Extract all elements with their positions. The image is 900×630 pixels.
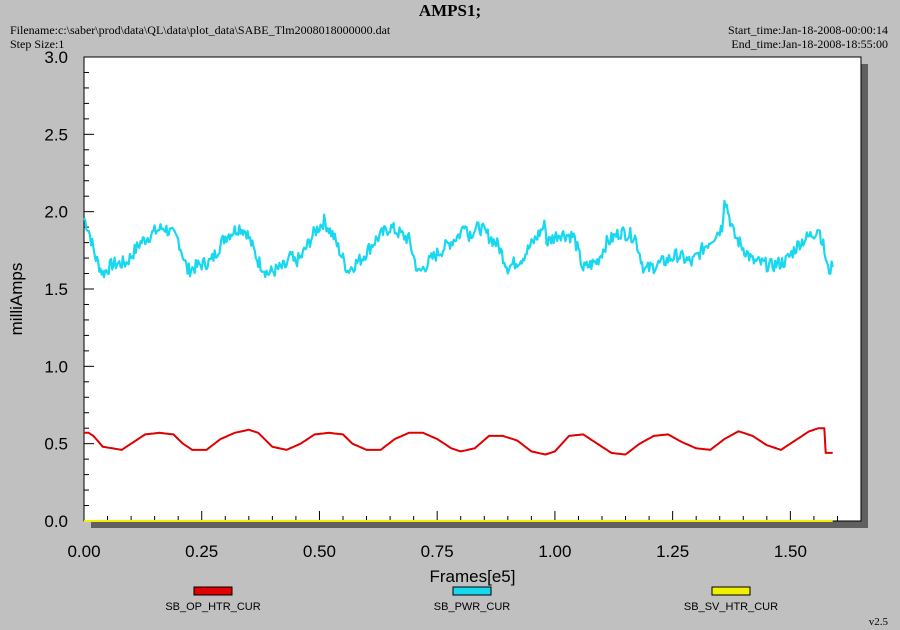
end-time-label: End_time:Jan-18-2008-18:55:00 xyxy=(731,37,888,51)
x-tick-label: 0.00 xyxy=(67,542,100,561)
legend-label: SB_SV_HTR_CUR xyxy=(684,601,778,613)
tick-labels: 0.0 0.5 1.0 1.5 2.0 2.5 3.0 0.00 0.25 0.50 0.75 1.0… xyxy=(44,48,807,561)
series-line-sb-pwr-cur xyxy=(83,199,834,279)
version-label: v2.5 xyxy=(868,616,888,628)
legend: SB_OP_HTR_CUR SB_PWR_CUR SB_SV_HTR_CUR xyxy=(165,586,778,613)
x-tick-label: 1.25 xyxy=(656,542,689,561)
legend-swatch xyxy=(452,586,492,596)
start-time-label: Start_time:Jan-18-2008-00:00:14 xyxy=(728,23,888,37)
series-line-sb-op-htr-cur xyxy=(84,427,833,456)
legend-label: SB_OP_HTR_CUR xyxy=(165,601,260,613)
x-tick-label: 0.25 xyxy=(185,542,218,561)
y-tick-label: 1.5 xyxy=(44,280,68,299)
x-axis-label: Frames[e5] xyxy=(430,567,516,586)
x-tick-label: 0.75 xyxy=(421,542,454,561)
legend-swatch xyxy=(193,586,233,596)
y-tick-label: 0.5 xyxy=(44,435,68,454)
chart-title: AMPS1; xyxy=(418,1,482,20)
legend-label: SB_PWR_CUR xyxy=(434,601,510,613)
x-tick-label: 0.50 xyxy=(303,542,336,561)
step-size-label: Step Size:1 xyxy=(10,37,65,51)
plot-area xyxy=(83,56,862,522)
y-tick-label: 2.5 xyxy=(44,125,68,144)
y-tick-label: 0.0 xyxy=(44,512,68,531)
legend-swatch xyxy=(711,586,751,596)
series-layer xyxy=(83,199,834,522)
filename-label: Filename:c:\saber\prod\data\QL\data\plot… xyxy=(10,23,391,37)
y-axis-label: milliAmps xyxy=(7,263,26,336)
y-tick-label: 1.0 xyxy=(44,357,68,376)
x-tick-label: 1.00 xyxy=(538,542,571,561)
y-tick-label: 2.0 xyxy=(44,203,68,222)
x-tick-label: 1.50 xyxy=(774,542,807,561)
y-tick-label: 3.0 xyxy=(44,48,68,67)
